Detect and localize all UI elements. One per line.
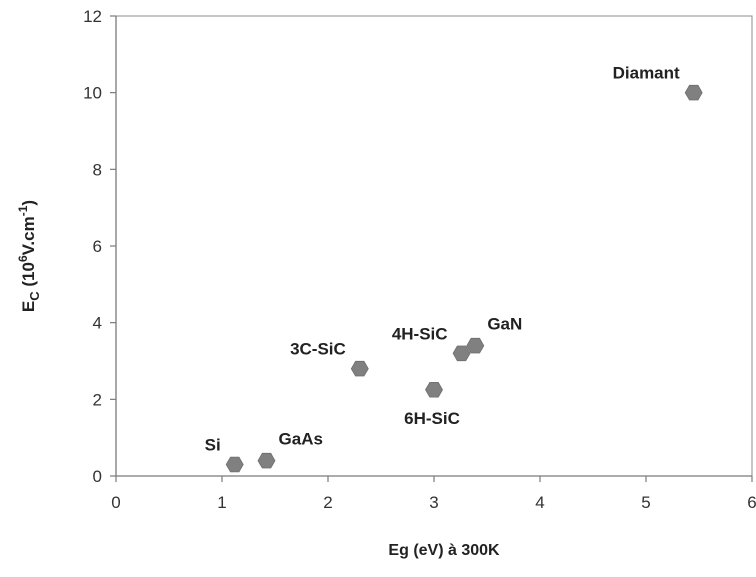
- point-label: 3C-SiC: [290, 340, 346, 359]
- point-label: GaN: [487, 315, 522, 334]
- y-tick-label: 10: [83, 84, 102, 103]
- point-label: GaAs: [279, 430, 323, 449]
- x-axis-title: Eg (eV) à 300K: [388, 542, 500, 559]
- y-axis-title-unit-exponent: -1: [16, 205, 30, 216]
- plot-frame: [115, 15, 753, 477]
- data-point: [257, 452, 276, 469]
- x-tick-label: 4: [535, 493, 544, 512]
- y-tick-label: 12: [83, 7, 102, 26]
- x-tick-label: 1: [217, 493, 226, 512]
- x-tick-label: 5: [641, 493, 650, 512]
- data-point: [466, 337, 485, 354]
- data-points: [225, 84, 703, 473]
- x-tick-label: 3: [429, 493, 438, 512]
- axes: [110, 15, 753, 482]
- x-tick-label: 6: [747, 493, 756, 512]
- y-axis-title-base: E: [19, 301, 38, 312]
- x-tick-label: 0: [111, 493, 120, 512]
- y-axis-title-open: (10: [19, 262, 38, 291]
- data-point: [225, 456, 244, 473]
- data-point: [350, 360, 369, 377]
- data-point: [425, 381, 443, 398]
- point-label: 6H-SiC: [404, 409, 460, 428]
- x-tick-label: 2: [323, 493, 332, 512]
- y-tick-label: 6: [93, 237, 102, 256]
- y-axis-title-exponent: 6: [16, 255, 30, 262]
- y-axis-title-close: ): [19, 200, 38, 206]
- y-tick-label: 8: [93, 160, 102, 179]
- point-label: Diamant: [613, 64, 680, 83]
- y-tick-label: 2: [93, 390, 102, 409]
- data-point: [452, 345, 471, 362]
- point-label: Si: [205, 436, 221, 455]
- data-point: [684, 84, 703, 101]
- y-axis-title-unit: V.cm: [19, 216, 38, 255]
- y-axis-title: EC (106V.cm-1): [16, 200, 42, 312]
- y-axis-title-subscript: C: [27, 291, 42, 301]
- y-tick-label: 0: [93, 467, 102, 486]
- point-label: 4H-SiC: [392, 324, 448, 343]
- y-tick-label: 4: [93, 314, 102, 333]
- point-labels: Si GaAs 3C-SiC 6H-SiC 4H-SiC GaN Diamant: [205, 64, 680, 455]
